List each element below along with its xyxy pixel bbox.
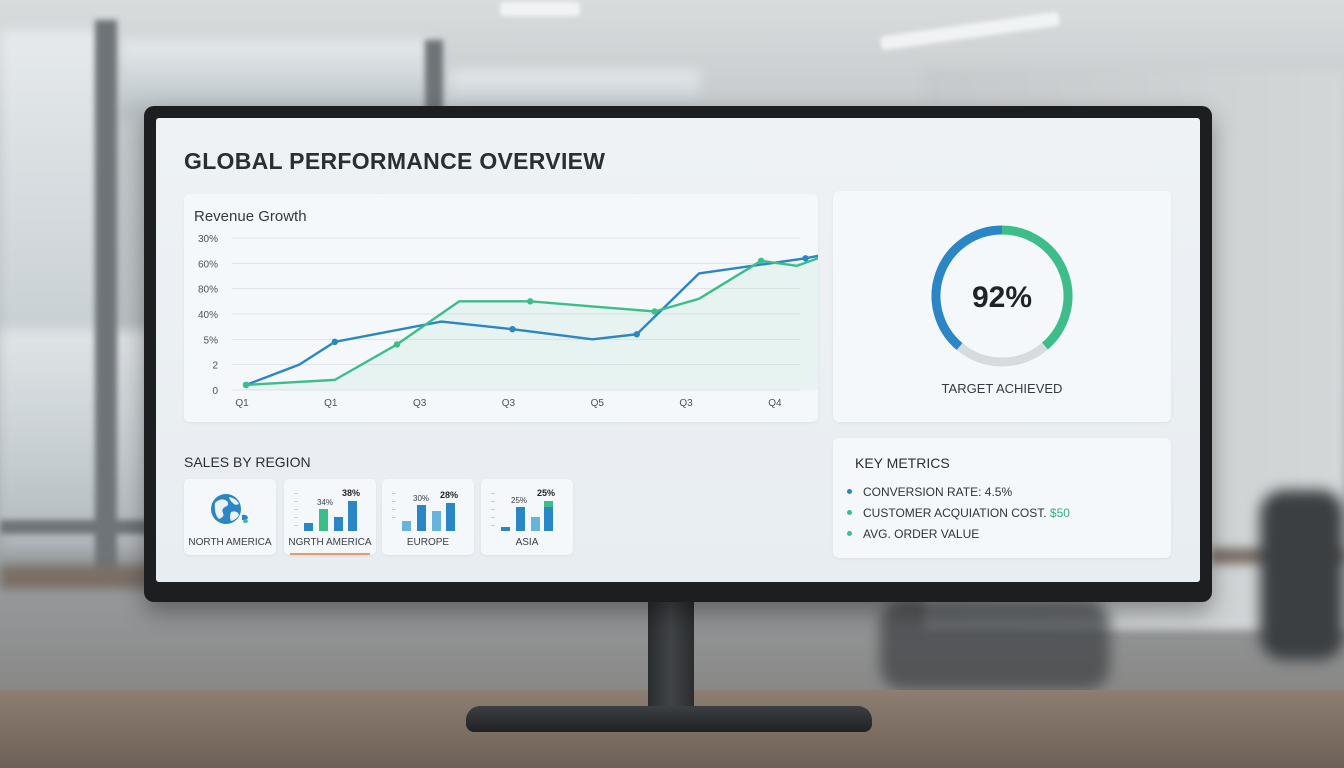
bar	[417, 505, 426, 531]
metric-avg-order-value: AVG. ORDER VALUE	[847, 527, 980, 541]
data-point	[527, 298, 534, 305]
window-frame	[0, 520, 160, 534]
bullet-dot	[847, 489, 852, 494]
y-tick-label: 0	[212, 386, 218, 397]
y-tick-label: 5%	[204, 335, 219, 346]
bar	[544, 501, 553, 531]
bar	[516, 507, 525, 531]
bar	[334, 517, 343, 531]
bar-value-label: 25%	[511, 496, 527, 505]
window-frame	[95, 20, 117, 580]
metric-conversion-rate: CONVERSION RATE: 4.5%	[847, 485, 1013, 499]
bar	[501, 527, 510, 531]
metric-customer-acquisition-cost: CUSTOMER ACQUIATION COST. $50	[847, 506, 1070, 520]
sales-by-region-title: SALES BY REGION	[184, 454, 311, 470]
bar-value-label: 38%	[342, 488, 360, 498]
y-tick-label: 80%	[198, 285, 218, 296]
bar	[402, 521, 411, 531]
x-tick-label: Q5	[591, 398, 605, 409]
bar	[446, 503, 455, 531]
region-label: ASIA	[515, 537, 539, 548]
x-tick-label: Q3	[502, 398, 516, 409]
region-bar-chart: 34% 38%	[294, 488, 360, 531]
gauge-ring	[931, 225, 1073, 367]
metric-value: $50	[1049, 506, 1070, 520]
x-tick-label: Q3	[679, 398, 693, 409]
bullet-dot	[847, 531, 852, 536]
gauge-arc-secondary	[1001, 225, 1073, 350]
bar-segment	[544, 501, 553, 507]
metric-label: AVG. ORDER VALUE	[863, 527, 980, 541]
x-tick-label: Q3	[413, 398, 427, 409]
x-tick-label: Q1	[324, 398, 338, 409]
data-point	[757, 257, 765, 264]
region-bar-chart: 25% 25%	[491, 488, 555, 531]
target-gauge-card[interactable]: 92% TARGET ACHIEVED	[833, 191, 1171, 422]
data-point	[633, 331, 640, 338]
monitor-stand-neck	[648, 590, 694, 710]
region-tile-north-america[interactable]: NORTH AMERICA	[184, 479, 276, 555]
bar-value-label: 28%	[440, 490, 458, 500]
bullet-dot	[847, 510, 852, 515]
page-title: GLOBAL PERFORMANCE OVERVIEW	[184, 148, 606, 174]
region-bar-chart: 30% 28%	[392, 490, 458, 531]
window	[0, 330, 150, 550]
y-tick-label: 30%	[198, 234, 218, 245]
table	[0, 565, 160, 589]
globe-icon	[211, 494, 248, 524]
y-tick-label: 2	[212, 361, 218, 372]
metric-label: CONVERSION RATE: 4.5%	[863, 485, 1013, 499]
dashboard-screen: GLOBAL PERFORMANCE OVERVIEW Revenue Grow…	[156, 118, 1200, 582]
chair	[1260, 490, 1344, 660]
gauge-label: TARGET ACHIEVED	[941, 381, 1063, 396]
gauge-value: 92%	[971, 281, 1033, 314]
window-frame	[425, 40, 443, 120]
data-point	[802, 255, 809, 262]
data-point	[242, 381, 250, 389]
revenue-growth-card[interactable]: Revenue Growth 30% 60% 80% 40% 5% 2 0 Q1 Q1 Q3 Q3 Q…	[184, 194, 818, 422]
gauge-track	[956, 343, 1048, 367]
data-point	[651, 308, 658, 315]
data-point	[331, 338, 339, 346]
chair	[880, 600, 1110, 690]
data-point	[393, 341, 401, 348]
x-tick-label: Q4	[768, 398, 782, 409]
series-area	[246, 258, 818, 390]
region-tile-north-america-bars[interactable]: 34% 38% NGRTH AMERICA	[284, 479, 376, 555]
gauge-arc-primary	[931, 225, 1003, 351]
bar	[319, 509, 328, 531]
key-metrics-card: KEY METRICS CONVERSION RATE: 4.5% CUSTOM…	[833, 438, 1171, 558]
region-label: NORTH AMERICA	[188, 537, 272, 548]
ceiling-light	[500, 2, 580, 16]
bar-value-label: 25%	[537, 488, 555, 498]
revenue-line-chart: 30% 60% 80% 40% 5% 2 0 Q1 Q1 Q3 Q3 Q5 Q3 Q4	[198, 234, 818, 409]
y-tick-label: 60%	[198, 259, 218, 270]
key-metrics-title: KEY METRICS	[855, 455, 950, 471]
region-label: EUROPE	[406, 537, 450, 548]
revenue-chart-title: Revenue Growth	[194, 208, 307, 225]
region-tile-europe[interactable]: 30% 28% EUROPE	[382, 479, 474, 555]
bar-value-label: 34%	[317, 498, 333, 507]
y-tick-label: 40%	[198, 310, 218, 321]
bar	[348, 501, 357, 531]
monitor-stand-base	[466, 706, 872, 732]
bar-value-label: 30%	[413, 494, 429, 503]
bar	[304, 523, 313, 531]
x-tick-label: Q1	[235, 398, 249, 409]
data-point	[509, 326, 516, 333]
active-tab-indicator	[290, 553, 370, 555]
bar	[531, 517, 540, 531]
region-tile-asia[interactable]: 25% 25% ASIA	[481, 479, 573, 555]
region-label: NGRTH AMERICA	[288, 537, 372, 548]
series-line	[245, 256, 818, 387]
metric-label: CUSTOMER ACQUIATION COST.	[863, 506, 1047, 520]
bar	[432, 511, 441, 531]
